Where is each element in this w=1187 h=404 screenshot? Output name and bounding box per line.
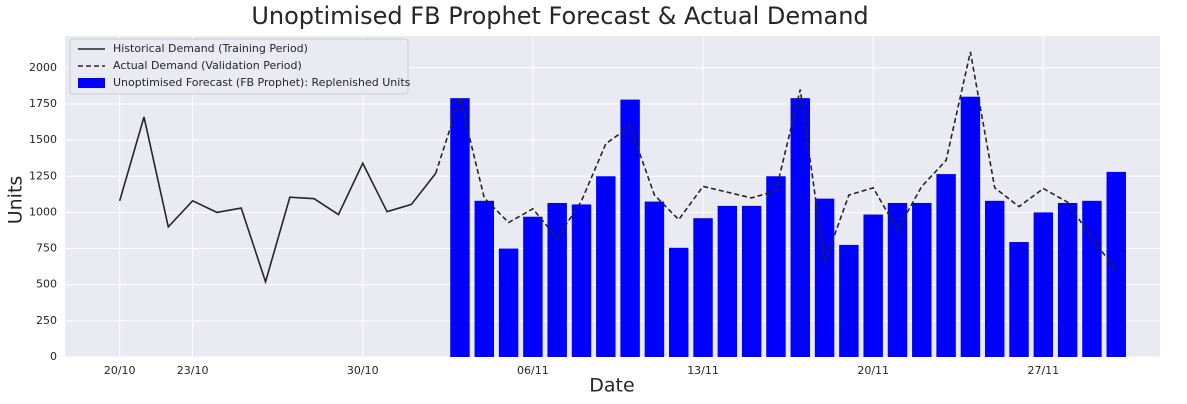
chart-title: Unoptimised FB Prophet Forecast & Actual…: [251, 2, 868, 30]
x-tick-label: 20/11: [857, 364, 889, 377]
legend-label: Unoptimised Forecast (FB Prophet): Reple…: [113, 76, 411, 89]
bar: [523, 216, 543, 357]
bar: [571, 204, 592, 357]
bar: [863, 214, 883, 357]
bar: [790, 98, 810, 358]
x-tick-label: 06/11: [517, 364, 549, 377]
bar: [814, 198, 835, 357]
bar: [960, 96, 981, 357]
bar: [1009, 242, 1029, 357]
bar: [936, 174, 956, 357]
bar: [766, 176, 786, 357]
y-tick-label: 1500: [29, 133, 57, 146]
bar: [693, 218, 713, 357]
y-tick-label: 2000: [29, 61, 57, 74]
y-axis-label: Units: [5, 176, 27, 225]
bar: [887, 203, 908, 357]
y-tick-label: 750: [36, 242, 57, 255]
line: [434, 51, 1117, 271]
legend: Historical Demand (Training Period) Actua…: [69, 38, 411, 95]
bar: [620, 99, 640, 358]
bar: [474, 200, 495, 357]
x-tick-label: 23/10: [177, 364, 209, 377]
x-tick-label: 13/11: [687, 364, 719, 377]
y-tick-label: 1750: [29, 97, 57, 110]
legend-label: Actual Demand (Validation Period): [113, 59, 302, 72]
bar: [498, 248, 519, 357]
bar: [717, 205, 738, 357]
bar: [984, 200, 1005, 357]
legend-label: Historical Demand (Training Period): [113, 42, 308, 55]
x-axis-label: Date: [589, 375, 634, 397]
x-tick-label: 20/10: [104, 364, 136, 377]
y-tick-label: 500: [36, 278, 57, 291]
bar: [450, 98, 470, 358]
bar: [912, 203, 932, 357]
x-tick-label: 27/11: [1027, 364, 1059, 377]
bar: [547, 203, 567, 357]
y-tick-label: 250: [36, 314, 57, 327]
bar: [741, 205, 762, 357]
bar: [1082, 200, 1102, 357]
bar: [1057, 203, 1078, 357]
bar: [669, 247, 689, 357]
bar: [644, 201, 665, 357]
legend-box: [69, 38, 409, 95]
y-tick-label: 0: [50, 350, 57, 363]
x-tick-label: 30/10: [347, 364, 379, 377]
line: [118, 116, 437, 285]
legend-swatch: [78, 78, 105, 88]
bar: [839, 244, 859, 357]
bar: [1033, 212, 1054, 357]
y-tick-label: 1250: [29, 169, 57, 182]
y-tick-label: 1000: [29, 205, 57, 218]
bar: [596, 176, 616, 357]
bar: [1106, 171, 1126, 357]
